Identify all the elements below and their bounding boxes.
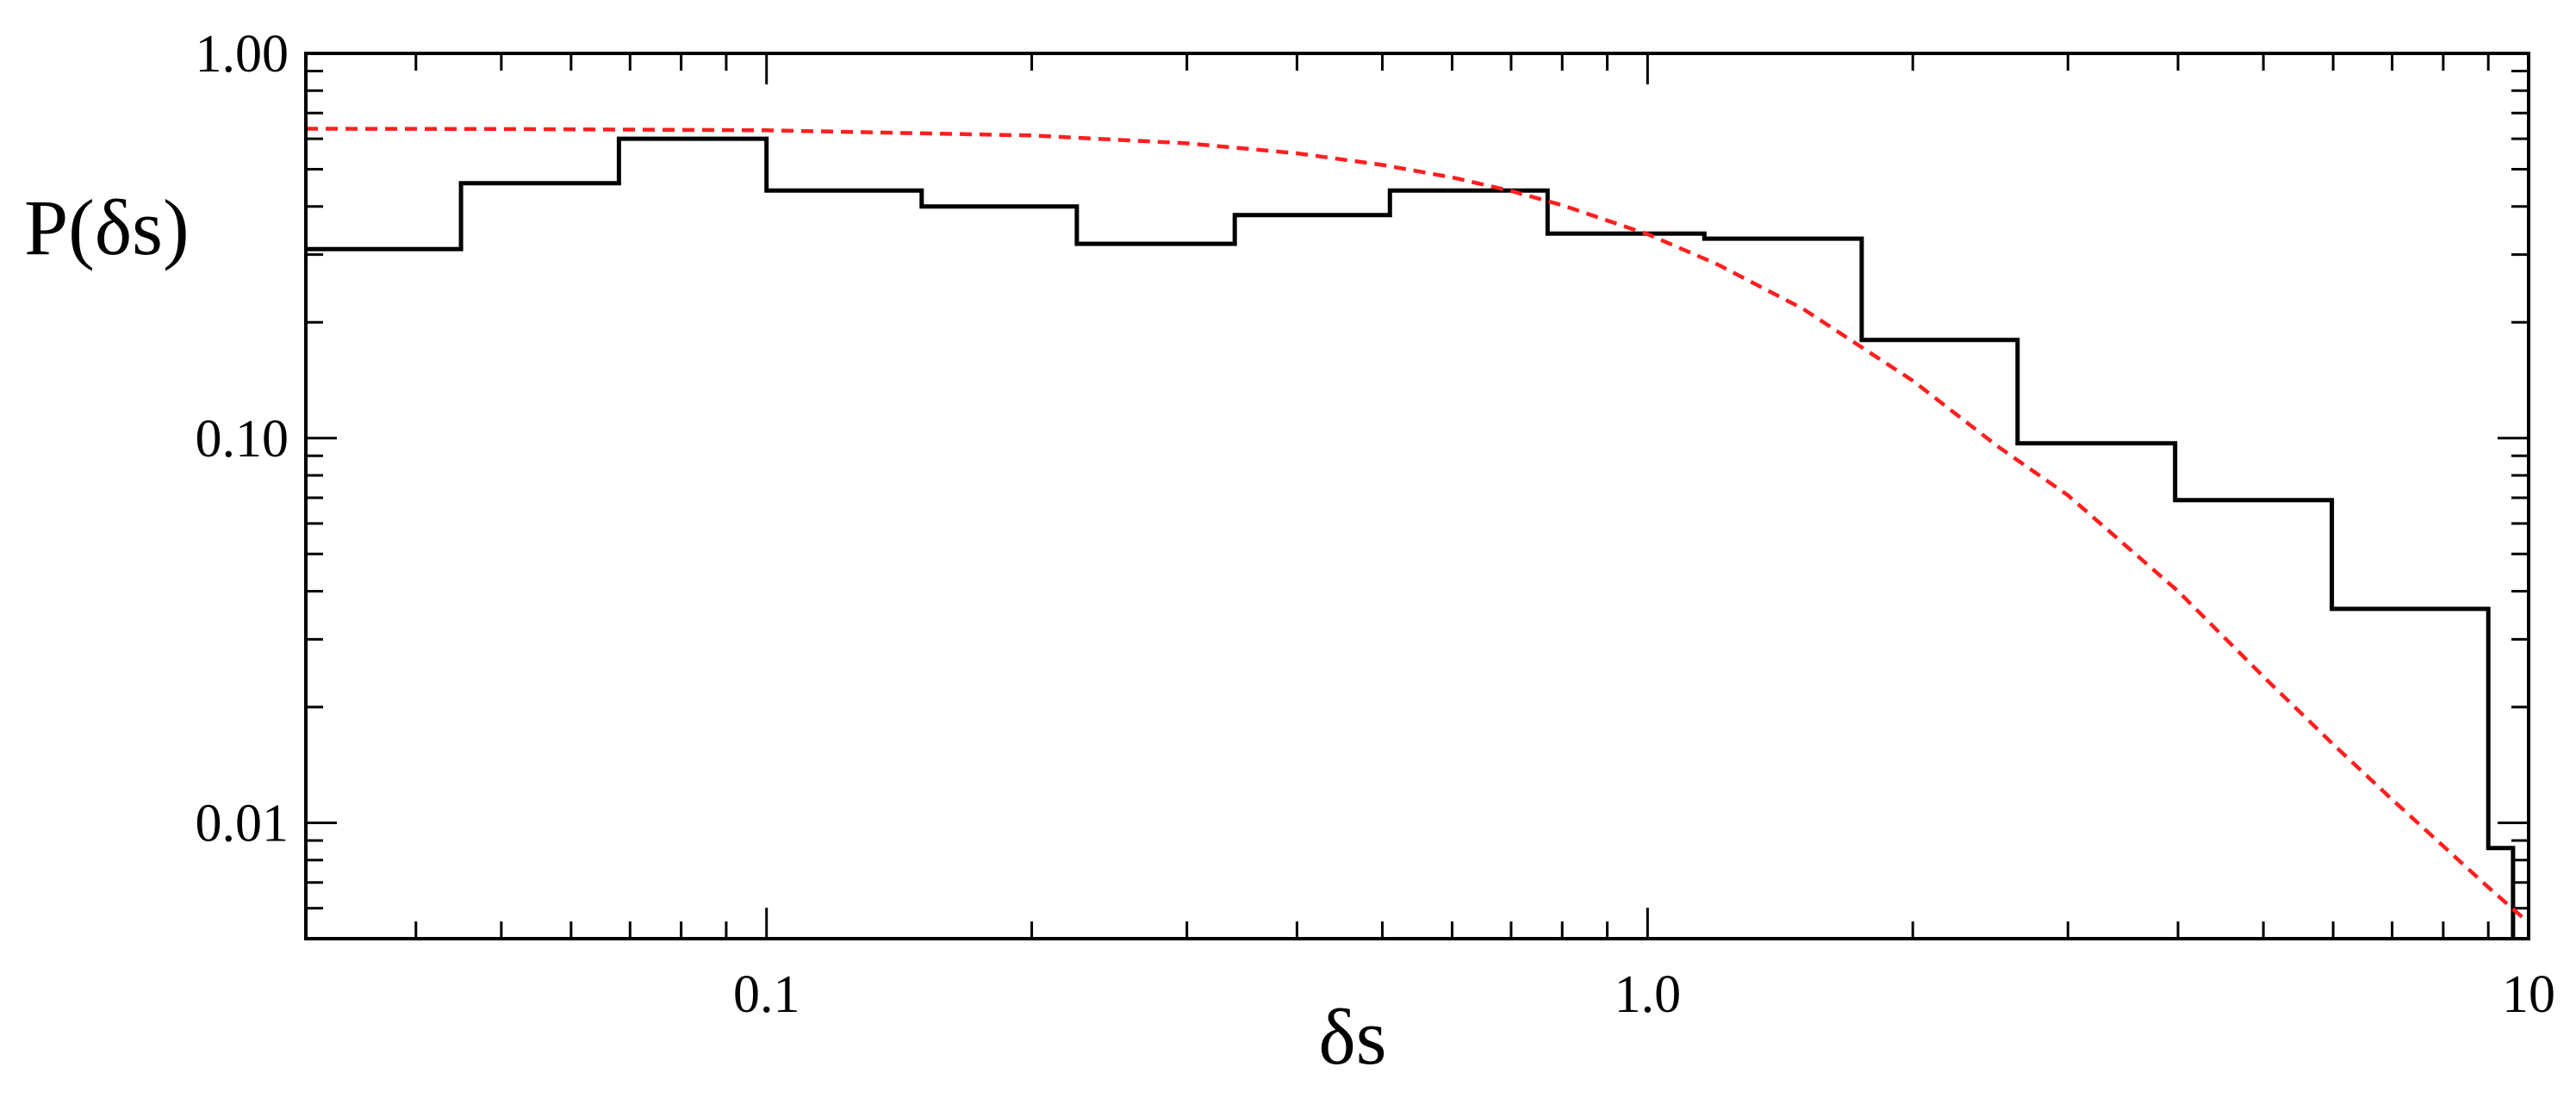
dashed-fit-curve xyxy=(305,127,2530,925)
tick-labels: 0.1 1.0 10 1.00 0.10 0.01 xyxy=(196,25,2556,1024)
x-tick-label: 1.0 xyxy=(1615,965,1682,1024)
x-tick-label: 0.1 xyxy=(733,965,800,1024)
y-tick-label: 0.01 xyxy=(196,795,289,853)
histogram-step-line xyxy=(306,136,2516,939)
y-tick-label: 1.00 xyxy=(196,25,289,84)
axis-ticks xyxy=(304,52,2530,940)
x-tick-label: 10 xyxy=(2502,965,2555,1024)
y-axis-title: P(δs) xyxy=(24,183,190,271)
plot-series xyxy=(305,127,2530,939)
y-tick-label: 0.10 xyxy=(196,410,289,468)
plot-frame xyxy=(304,52,2530,940)
x-axis-title: δs xyxy=(1318,993,1386,1081)
